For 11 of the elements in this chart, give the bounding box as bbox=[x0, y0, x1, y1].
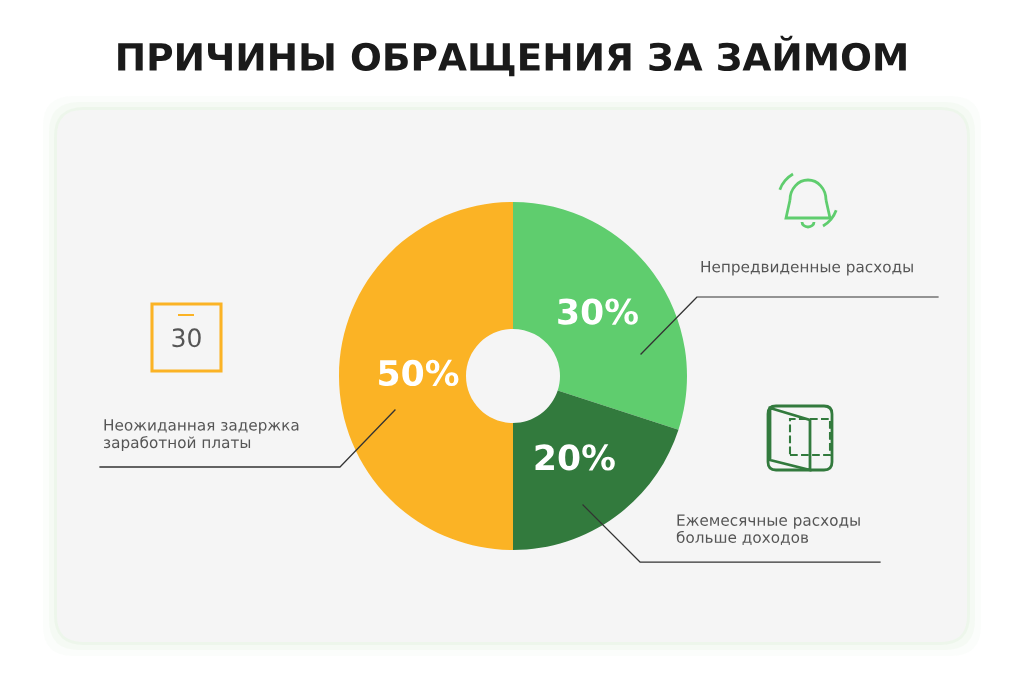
donut-slice bbox=[339, 202, 513, 550]
slice-label: Ежемесячные расходы больше доходов bbox=[676, 514, 860, 545]
data-label: 20% bbox=[535, 444, 615, 471]
slice-label: Неожиданная задержка заработной платы bbox=[103, 419, 299, 452]
data-label: 30% bbox=[558, 298, 638, 325]
text: 30 bbox=[172, 328, 201, 348]
data-label: 50% bbox=[379, 359, 459, 387]
slice-label: Непредвиденные расходы bbox=[701, 261, 913, 276]
donut-slice bbox=[513, 390, 679, 550]
donut-slice bbox=[513, 202, 687, 430]
chart-title: ПРИЧИНЫ ОБРАЩЕНИЯ ЗА ЗАЙМОМ bbox=[118, 35, 906, 77]
